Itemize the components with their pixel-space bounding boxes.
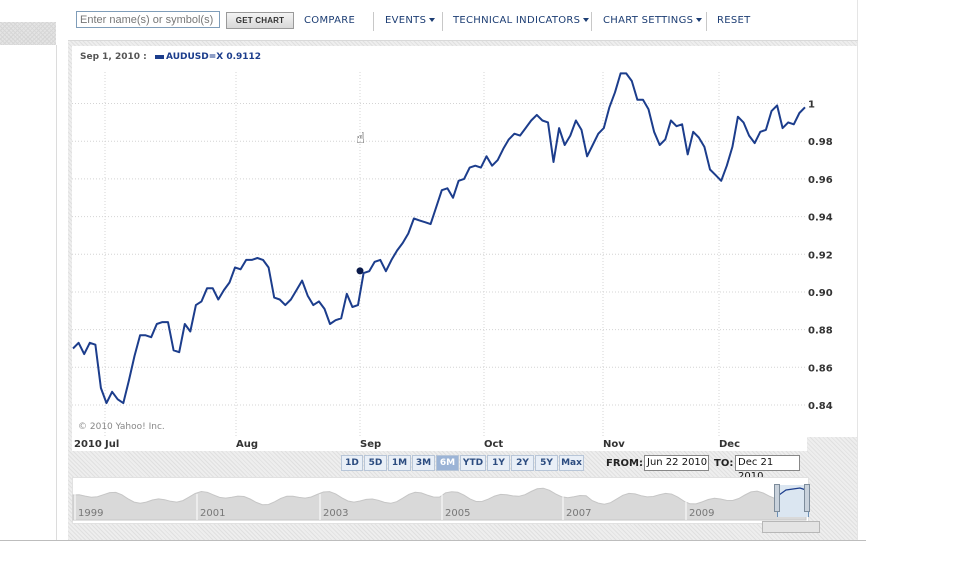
events-menu[interactable]: EVENTS — [385, 15, 436, 26]
navigator-right-handle[interactable] — [804, 484, 810, 512]
chevron-down-icon — [429, 18, 436, 22]
chevron-down-icon — [583, 18, 590, 22]
navigator-left-handle[interactable] — [774, 484, 780, 512]
x-tick-label: Jul — [104, 439, 119, 450]
navigator-scrollbar[interactable] — [762, 521, 820, 533]
x-tick-label: Oct — [484, 439, 503, 450]
hand-cursor-icon: ☝ — [356, 129, 366, 147]
range-button-1m[interactable]: 1M — [388, 455, 411, 471]
navigator-year-label: 1999 — [78, 508, 104, 519]
range-button-ytd[interactable]: YTD — [460, 455, 486, 471]
toolbar-separator — [373, 12, 374, 31]
y-tick-label: 0.92 — [808, 250, 833, 261]
chart-toolbar: GET CHART COMPARE EVENTS TECHNICAL INDIC… — [68, 0, 858, 41]
events-label: EVENTS — [385, 15, 427, 26]
range-button-1y[interactable]: 1Y — [487, 455, 510, 471]
x-tick-label: Nov — [603, 439, 625, 450]
y-tick-label: 0.88 — [808, 326, 833, 337]
to-label: TO: — [714, 458, 734, 469]
x-tick-label: Sep — [360, 439, 381, 450]
chevron-down-icon — [696, 18, 703, 22]
technical-indicators-menu[interactable]: TECHNICAL INDICATORS — [453, 15, 590, 26]
navigator-year-label: 2005 — [445, 508, 471, 519]
range-button-5d[interactable]: 5D — [364, 455, 387, 471]
range-button-1d[interactable]: 1D — [341, 455, 363, 471]
navigator-year-label: 2009 — [689, 508, 715, 519]
page-left-gutter — [0, 0, 57, 540]
to-date-input[interactable]: Dec 21 2010 — [735, 455, 800, 482]
x-axis-panel — [72, 437, 807, 451]
plot-area[interactable] — [72, 46, 807, 437]
series-line-audusd — [72, 72, 806, 405]
y-tick-label: 0.98 — [808, 137, 833, 148]
navigator-area — [72, 487, 807, 521]
gutter-panel — [0, 45, 57, 540]
y-tick-label: 1 — [808, 100, 815, 111]
y-tick-label: 0.94 — [808, 213, 833, 224]
y-tick-label: 0.96 — [808, 175, 833, 186]
x-tick-label: Aug — [236, 439, 258, 450]
from-label: FROM: — [606, 458, 643, 469]
toolbar-separator — [442, 12, 443, 31]
copyright-text: © 2010 Yahoo! Inc. — [78, 422, 165, 432]
get-chart-button[interactable]: GET CHART — [226, 12, 294, 29]
navigator-year-label: 2007 — [566, 508, 592, 519]
toolbar-separator — [706, 12, 707, 31]
navigator-year-separators — [74, 494, 687, 520]
range-button-5y[interactable]: 5Y — [535, 455, 558, 471]
chart-settings-menu[interactable]: CHART SETTINGS — [603, 15, 703, 26]
navigator-year-label: 2003 — [323, 508, 349, 519]
y-tick-label: 0.84 — [808, 401, 833, 412]
x-tick-label: Dec — [719, 439, 740, 450]
compare-link[interactable]: COMPARE — [304, 15, 356, 26]
y-tick-label: 0.86 — [808, 363, 833, 374]
legend-symbol-value: AUDUSD=X 0.9112 — [166, 52, 262, 62]
x-axis-ticks: 2010 Jul Aug Sep Oct Nov Dec — [74, 439, 740, 450]
navigator-selection[interactable] — [777, 485, 809, 517]
range-button-group: 1D 5D 1M 3M 6M YTD 1Y 2Y 5Y Max — [341, 455, 585, 471]
from-date-input[interactable]: Jun 22 2010 — [644, 455, 709, 471]
y-axis-ticks: 0.84 0.86 0.88 0.90 0.92 0.94 0.96 0.98 1 — [808, 100, 833, 412]
hover-point-marker — [356, 267, 364, 275]
range-button-3m[interactable]: 3M — [412, 455, 435, 471]
range-button-max[interactable]: Max — [559, 455, 584, 471]
symbol-search-input[interactable] — [76, 11, 220, 28]
range-button-6m[interactable]: 6M — [436, 455, 459, 471]
gutter-notch — [0, 0, 56, 22]
legend-date: Sep 1, 2010 : — [80, 52, 147, 62]
y-tick-label: 0.90 — [808, 288, 833, 299]
legend-swatch — [155, 55, 164, 59]
x-tick-label: 2010 — [74, 439, 102, 450]
y-axis-panel — [807, 46, 857, 437]
right-border — [857, 0, 858, 540]
technical-indicators-label: TECHNICAL INDICATORS — [453, 15, 581, 26]
bottom-border — [0, 540, 866, 541]
navigator-year-label: 2001 — [200, 508, 226, 519]
chart-settings-label: CHART SETTINGS — [603, 15, 694, 26]
reset-button[interactable]: RESET — [717, 15, 751, 26]
range-button-2y[interactable]: 2Y — [511, 455, 534, 471]
toolbar-separator — [591, 12, 592, 31]
